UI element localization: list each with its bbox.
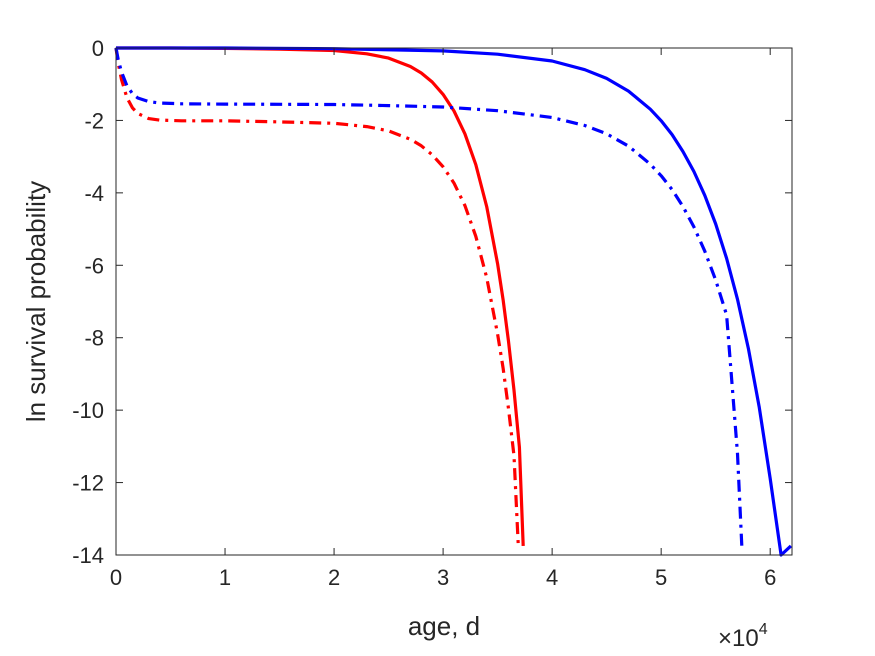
y-tick-label: -4 [84, 181, 104, 206]
x-tick-label: 6 [764, 565, 776, 590]
y-tick-label: -14 [72, 543, 104, 568]
x-tick-label: 2 [328, 565, 340, 590]
series-line-4 [114, 47, 744, 546]
plot-lines [114, 46, 792, 557]
x-tick-label: 5 [655, 565, 667, 590]
y-tick-label: -8 [84, 326, 104, 351]
x-axis-multiplier: ×104 [718, 621, 768, 652]
y-tick-label: -10 [72, 398, 104, 423]
y-tick-label: -12 [72, 471, 104, 496]
y-tick-label: 0 [92, 36, 104, 61]
series-line-2 [114, 47, 520, 546]
y-axis-ticks: 0 -2 -4 -6 -8 -10 -12 -14 [72, 36, 792, 568]
x-tick-label: 4 [546, 565, 558, 590]
x-tick-label: 3 [437, 565, 449, 590]
y-axis-label: ln survival probability [21, 181, 51, 422]
x-multiplier-exponent: 4 [759, 621, 768, 638]
axes-box [115, 47, 793, 556]
x-tick-label: 0 [110, 565, 122, 590]
x-multiplier-base: ×10 [718, 625, 759, 652]
series-line-3 [116, 46, 792, 557]
y-tick-label: -2 [84, 108, 104, 133]
x-axis-label: age, d [408, 611, 480, 641]
x-axis-ticks: 0 1 2 3 4 5 6 [110, 48, 776, 590]
y-tick-label: -6 [84, 253, 104, 278]
x-tick-label: 1 [219, 565, 231, 590]
